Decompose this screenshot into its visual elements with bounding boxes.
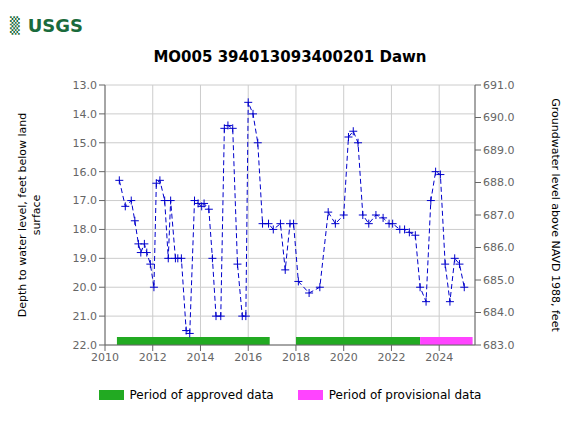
svg-text:17.0: 17.0 xyxy=(73,194,98,207)
html-text:MO005 394013093400201 Dawn: MO005 394013093400201 Dawn xyxy=(153,48,427,66)
html-text:Groundwater level above NAVD 1: Groundwater level above NAVD 1988, feet xyxy=(549,98,562,332)
svg-text:685.0: 685.0 xyxy=(483,274,515,287)
html-text:▒ USGS: ▒ USGS xyxy=(10,14,83,36)
svg-text:690.0: 690.0 xyxy=(483,111,515,124)
svg-text:2016: 2016 xyxy=(234,351,262,364)
svg-text:15.0: 15.0 xyxy=(73,137,98,150)
html-text:Depth to water level, feet bel: Depth to water level, feet below land su… xyxy=(16,112,43,318)
svg-text:19.0: 19.0 xyxy=(73,252,98,265)
html-text:Period of provisional data: Period of provisional data xyxy=(328,388,482,402)
svg-text:2012: 2012 xyxy=(139,351,167,364)
svg-text:2022: 2022 xyxy=(377,351,405,364)
svg-text:18.0: 18.0 xyxy=(73,223,98,236)
svg-text:2014: 2014 xyxy=(186,351,214,364)
svg-text:21.0: 21.0 xyxy=(73,310,98,323)
svg-text:13.0: 13.0 xyxy=(73,79,98,92)
svg-text:20.0: 20.0 xyxy=(73,281,98,294)
svg-text:22.0: 22.0 xyxy=(73,339,98,352)
html-text:Period of approved data: Period of approved data xyxy=(129,388,274,402)
svg-text:16.0: 16.0 xyxy=(73,166,98,179)
svg-text:687.0: 687.0 xyxy=(483,209,515,222)
svg-text:686.0: 686.0 xyxy=(483,241,515,254)
svg-text:2018: 2018 xyxy=(282,351,310,364)
svg-text:683.0: 683.0 xyxy=(483,339,515,352)
svg-text:2024: 2024 xyxy=(425,351,453,364)
svg-text:14.0: 14.0 xyxy=(73,108,98,121)
svg-text:2010: 2010 xyxy=(91,351,119,364)
svg-text:2020: 2020 xyxy=(330,351,358,364)
svg-text:688.0: 688.0 xyxy=(483,176,515,189)
svg-text:684.0: 684.0 xyxy=(483,306,515,319)
svg-text:689.0: 689.0 xyxy=(483,144,515,157)
svg-text:691.0: 691.0 xyxy=(483,79,515,92)
